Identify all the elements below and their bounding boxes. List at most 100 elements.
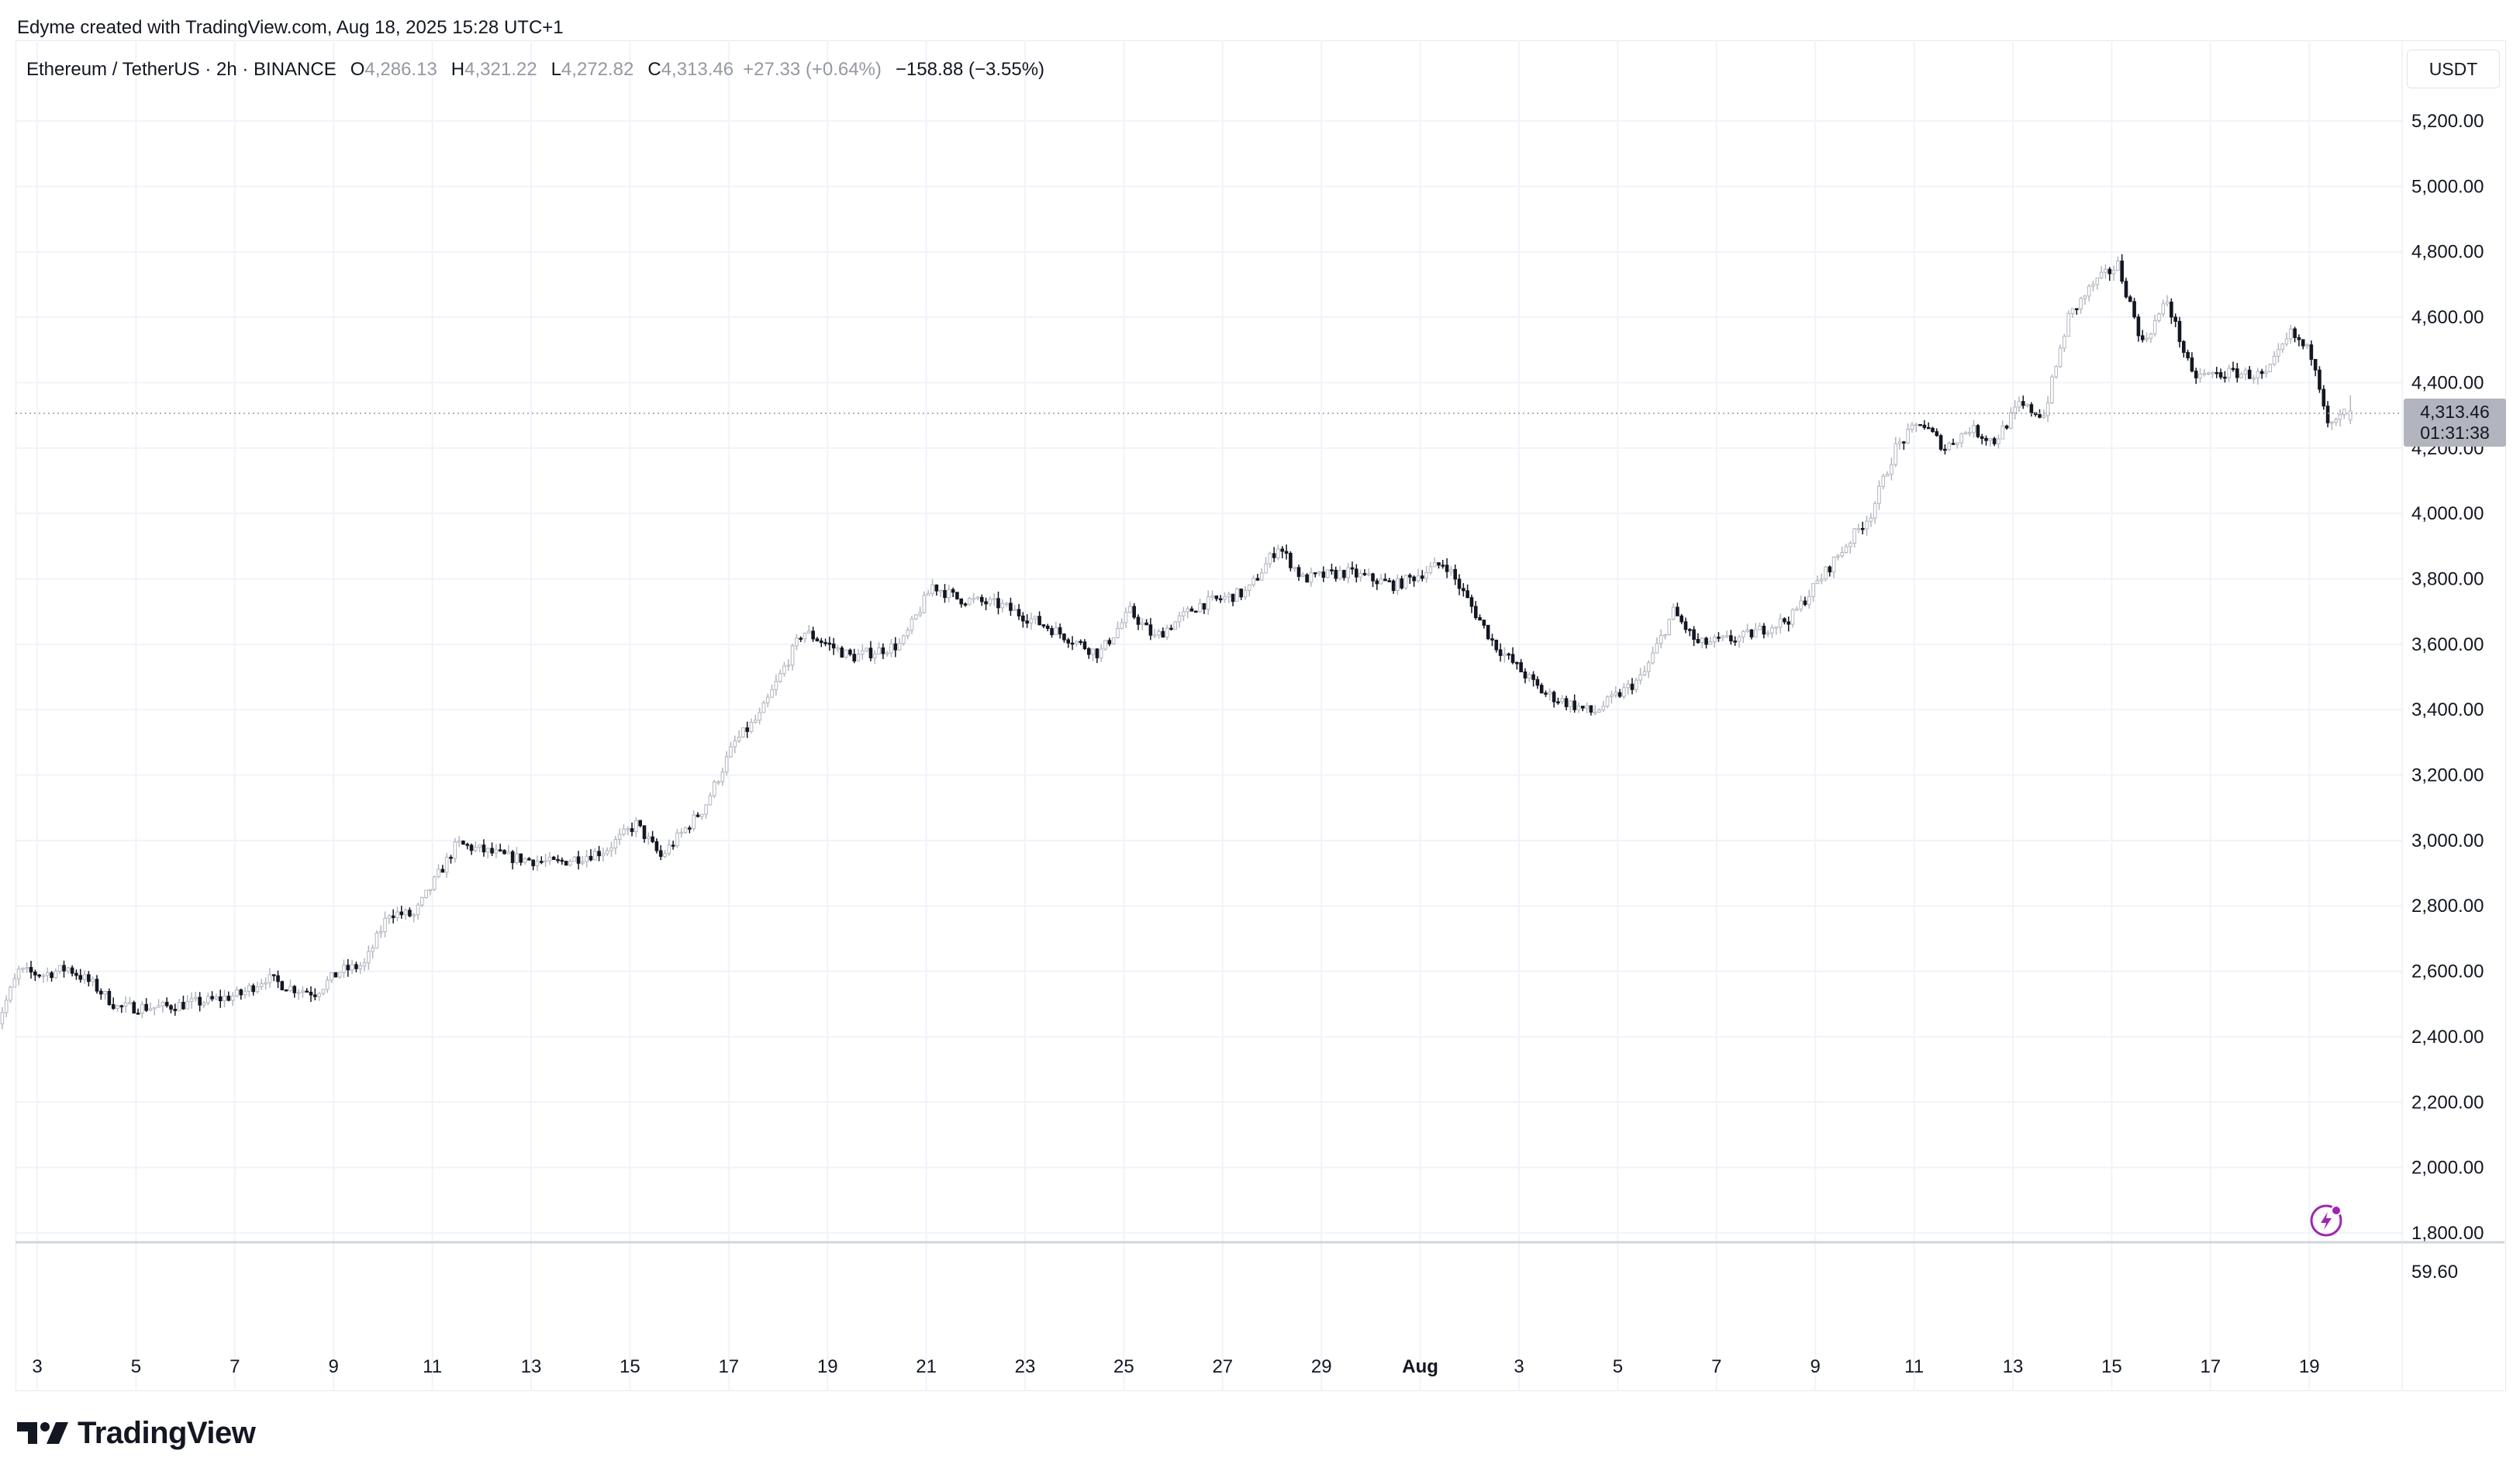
tradingview-logo[interactable]: TradingView <box>17 1413 256 1453</box>
candle-body <box>1548 692 1552 695</box>
candle-body <box>654 841 659 851</box>
candle-body <box>955 592 959 599</box>
candle-body <box>1836 555 1840 558</box>
candle-body <box>897 643 902 651</box>
candle-body <box>609 848 613 851</box>
candle-body <box>1865 520 1869 530</box>
candle-body <box>1033 616 1037 620</box>
candle-body <box>1490 638 1494 641</box>
currency-button[interactable]: USDT <box>2407 50 2500 88</box>
candle-body <box>449 856 453 859</box>
candle-body <box>2214 371 2219 375</box>
candle-body <box>280 981 285 990</box>
chart-frame <box>16 40 2506 1391</box>
candle-body <box>589 855 593 861</box>
symbol-title[interactable]: Ethereum / TetherUS · 2h · BINANCE <box>26 59 337 80</box>
candle-body <box>189 998 194 1003</box>
candle-body <box>2342 409 2346 416</box>
candle-body <box>1984 437 1988 441</box>
candle-body <box>1050 627 1054 636</box>
candle-body <box>539 861 544 863</box>
candle-body <box>424 889 428 898</box>
candle-body <box>1856 527 1861 530</box>
candle-series <box>0 254 2353 1030</box>
candle-body <box>1251 578 1255 585</box>
candle-body <box>395 911 399 918</box>
candle-body <box>560 859 564 862</box>
candle-body <box>885 652 889 655</box>
candle-body <box>1054 627 1058 636</box>
candle-body <box>1651 652 1655 664</box>
candle-body <box>1749 629 1754 637</box>
candle-body <box>506 851 511 855</box>
candle-body <box>354 964 358 969</box>
candle-body <box>1301 574 1305 577</box>
lightning-icon[interactable] <box>2310 1204 2342 1237</box>
candle-body <box>1766 632 1770 635</box>
candle-body <box>934 584 939 592</box>
candle-body <box>634 820 638 832</box>
candle-body <box>765 696 770 703</box>
candle-body <box>111 1004 116 1009</box>
candle-body <box>527 858 531 861</box>
candle-body <box>16 969 21 979</box>
candle-body <box>342 965 346 973</box>
candle-body <box>790 645 795 666</box>
candle-body <box>2116 261 2120 271</box>
candle-body <box>1086 648 1091 655</box>
candle-body <box>1642 671 1647 675</box>
candle-body <box>2239 373 2243 378</box>
candle-body <box>2070 308 2075 314</box>
candle-body <box>515 853 519 863</box>
candle-body <box>803 632 807 640</box>
candle-body <box>29 967 33 973</box>
candle-body <box>2132 301 2136 318</box>
candle-body <box>2305 344 2309 347</box>
candle-body <box>922 595 927 613</box>
candle-body <box>568 861 572 866</box>
candle-body <box>716 781 720 784</box>
candle-body <box>572 856 577 862</box>
candle-body <box>498 849 502 851</box>
candle-body <box>1128 606 1132 613</box>
candle-body <box>1161 630 1165 638</box>
candle-body <box>902 635 906 644</box>
candle-body <box>1614 692 1618 696</box>
candle-body <box>235 989 239 996</box>
candle-body <box>2045 402 2050 416</box>
candle-body <box>811 630 815 640</box>
candle-body <box>346 965 350 971</box>
x-tick-label: 7 <box>1711 1356 1721 1377</box>
candle-body <box>461 841 465 845</box>
candle-body <box>1449 568 1453 572</box>
candle-body <box>1753 629 1758 637</box>
candle-body <box>1585 705 1589 709</box>
candle-body <box>601 853 606 857</box>
candle-body <box>1017 609 1021 616</box>
candle-body <box>128 1002 132 1004</box>
candle-body <box>827 642 832 645</box>
candle-body <box>1560 698 1565 703</box>
candle-body <box>799 637 803 640</box>
candle-body <box>972 598 975 600</box>
candle-body <box>474 846 478 851</box>
candle-body <box>1931 427 1935 433</box>
candle-body <box>688 827 692 830</box>
candle-body <box>1630 683 1635 690</box>
candle-body <box>1293 567 1296 569</box>
candle-body <box>1507 653 1511 656</box>
candle-body <box>2111 270 2116 275</box>
candle-body <box>1951 443 1956 445</box>
candle-body <box>1897 441 1902 444</box>
x-tick-label: 11 <box>1904 1356 1924 1377</box>
candle-body <box>453 841 457 859</box>
x-tick-label: 5 <box>1613 1356 1623 1377</box>
candle-body <box>103 990 107 995</box>
price-tag-countdown: 01:31:38 <box>2420 423 2490 443</box>
candle-body <box>1724 635 1729 637</box>
candle-body <box>778 673 782 682</box>
y-tick-label: 2,200.00 <box>2411 1092 2484 1113</box>
candle-body <box>1235 589 1239 603</box>
candle-body <box>622 828 626 835</box>
